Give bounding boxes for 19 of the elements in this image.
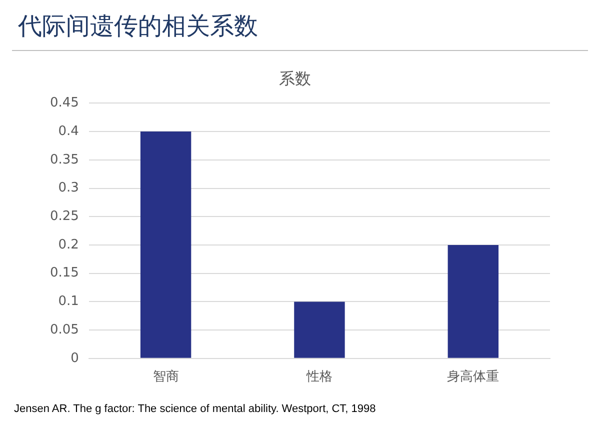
y-tick-label: 0.3 bbox=[58, 180, 79, 196]
x-tick-label: 性格 bbox=[305, 370, 332, 385]
chart-title: 系数 bbox=[279, 68, 311, 88]
y-tick-label: 0.05 bbox=[50, 322, 79, 338]
y-tick-label: 0.15 bbox=[50, 266, 79, 281]
y-tick-label: 0.4 bbox=[58, 124, 79, 139]
bar bbox=[140, 132, 192, 358]
bar bbox=[448, 244, 499, 358]
x-tick-label: 身高体重 bbox=[447, 368, 500, 385]
y-tick-label: 0.1 bbox=[58, 294, 79, 310]
y-tick-label: 0.35 bbox=[50, 152, 79, 168]
text: 代际间遗传的相关系数 bbox=[18, 11, 258, 42]
y-tick-label: 0.25 bbox=[50, 208, 79, 224]
text: Jensen AR. The g factor: The science of mental ability. Westport, CT, 1998 bbox=[14, 403, 376, 415]
y-tick-label: 0.2 bbox=[58, 237, 79, 252]
y-tick-label: 0.45 bbox=[50, 96, 79, 111]
y-tick-label: 0 bbox=[70, 350, 79, 366]
bar bbox=[294, 302, 345, 358]
x-tick-label: 智商 bbox=[152, 370, 179, 385]
